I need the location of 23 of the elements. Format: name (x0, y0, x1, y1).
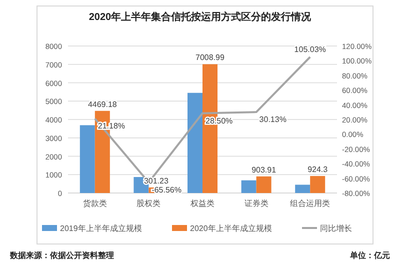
x-tick-label: 货款类 (82, 199, 107, 208)
text: 单位：亿元 (349, 251, 390, 260)
x-tick-label: 证券类 (244, 199, 268, 208)
data-label: 924.3 (308, 165, 328, 174)
data-label: 105.03% (294, 45, 326, 54)
data-label: 903.91 (252, 165, 277, 174)
bar (310, 176, 326, 193)
bar (256, 176, 272, 193)
data-label: 4469.18 (88, 100, 118, 109)
x-tick-label: 股权类 (136, 199, 161, 208)
bar (241, 180, 256, 193)
x-tick-label: 组合运用类 (290, 199, 330, 208)
chart-title: 2020年上半年集合信托按运用方式区分的发行情况 (88, 11, 312, 23)
data-label: 7008.99 (196, 53, 226, 62)
bar (295, 184, 310, 193)
bar (188, 92, 202, 193)
data-label: 30.13% (259, 115, 286, 124)
source-note: 数据来源：依据公开资料整理 (9, 251, 114, 260)
bar (80, 125, 95, 193)
x-tick-label: 权益类 (190, 199, 214, 208)
legend-label: 2020年上半年成立规模 (190, 224, 272, 233)
legend-label: 同比增长 (320, 224, 352, 233)
legend-label: 2019年上半年成立规模 (60, 224, 142, 233)
